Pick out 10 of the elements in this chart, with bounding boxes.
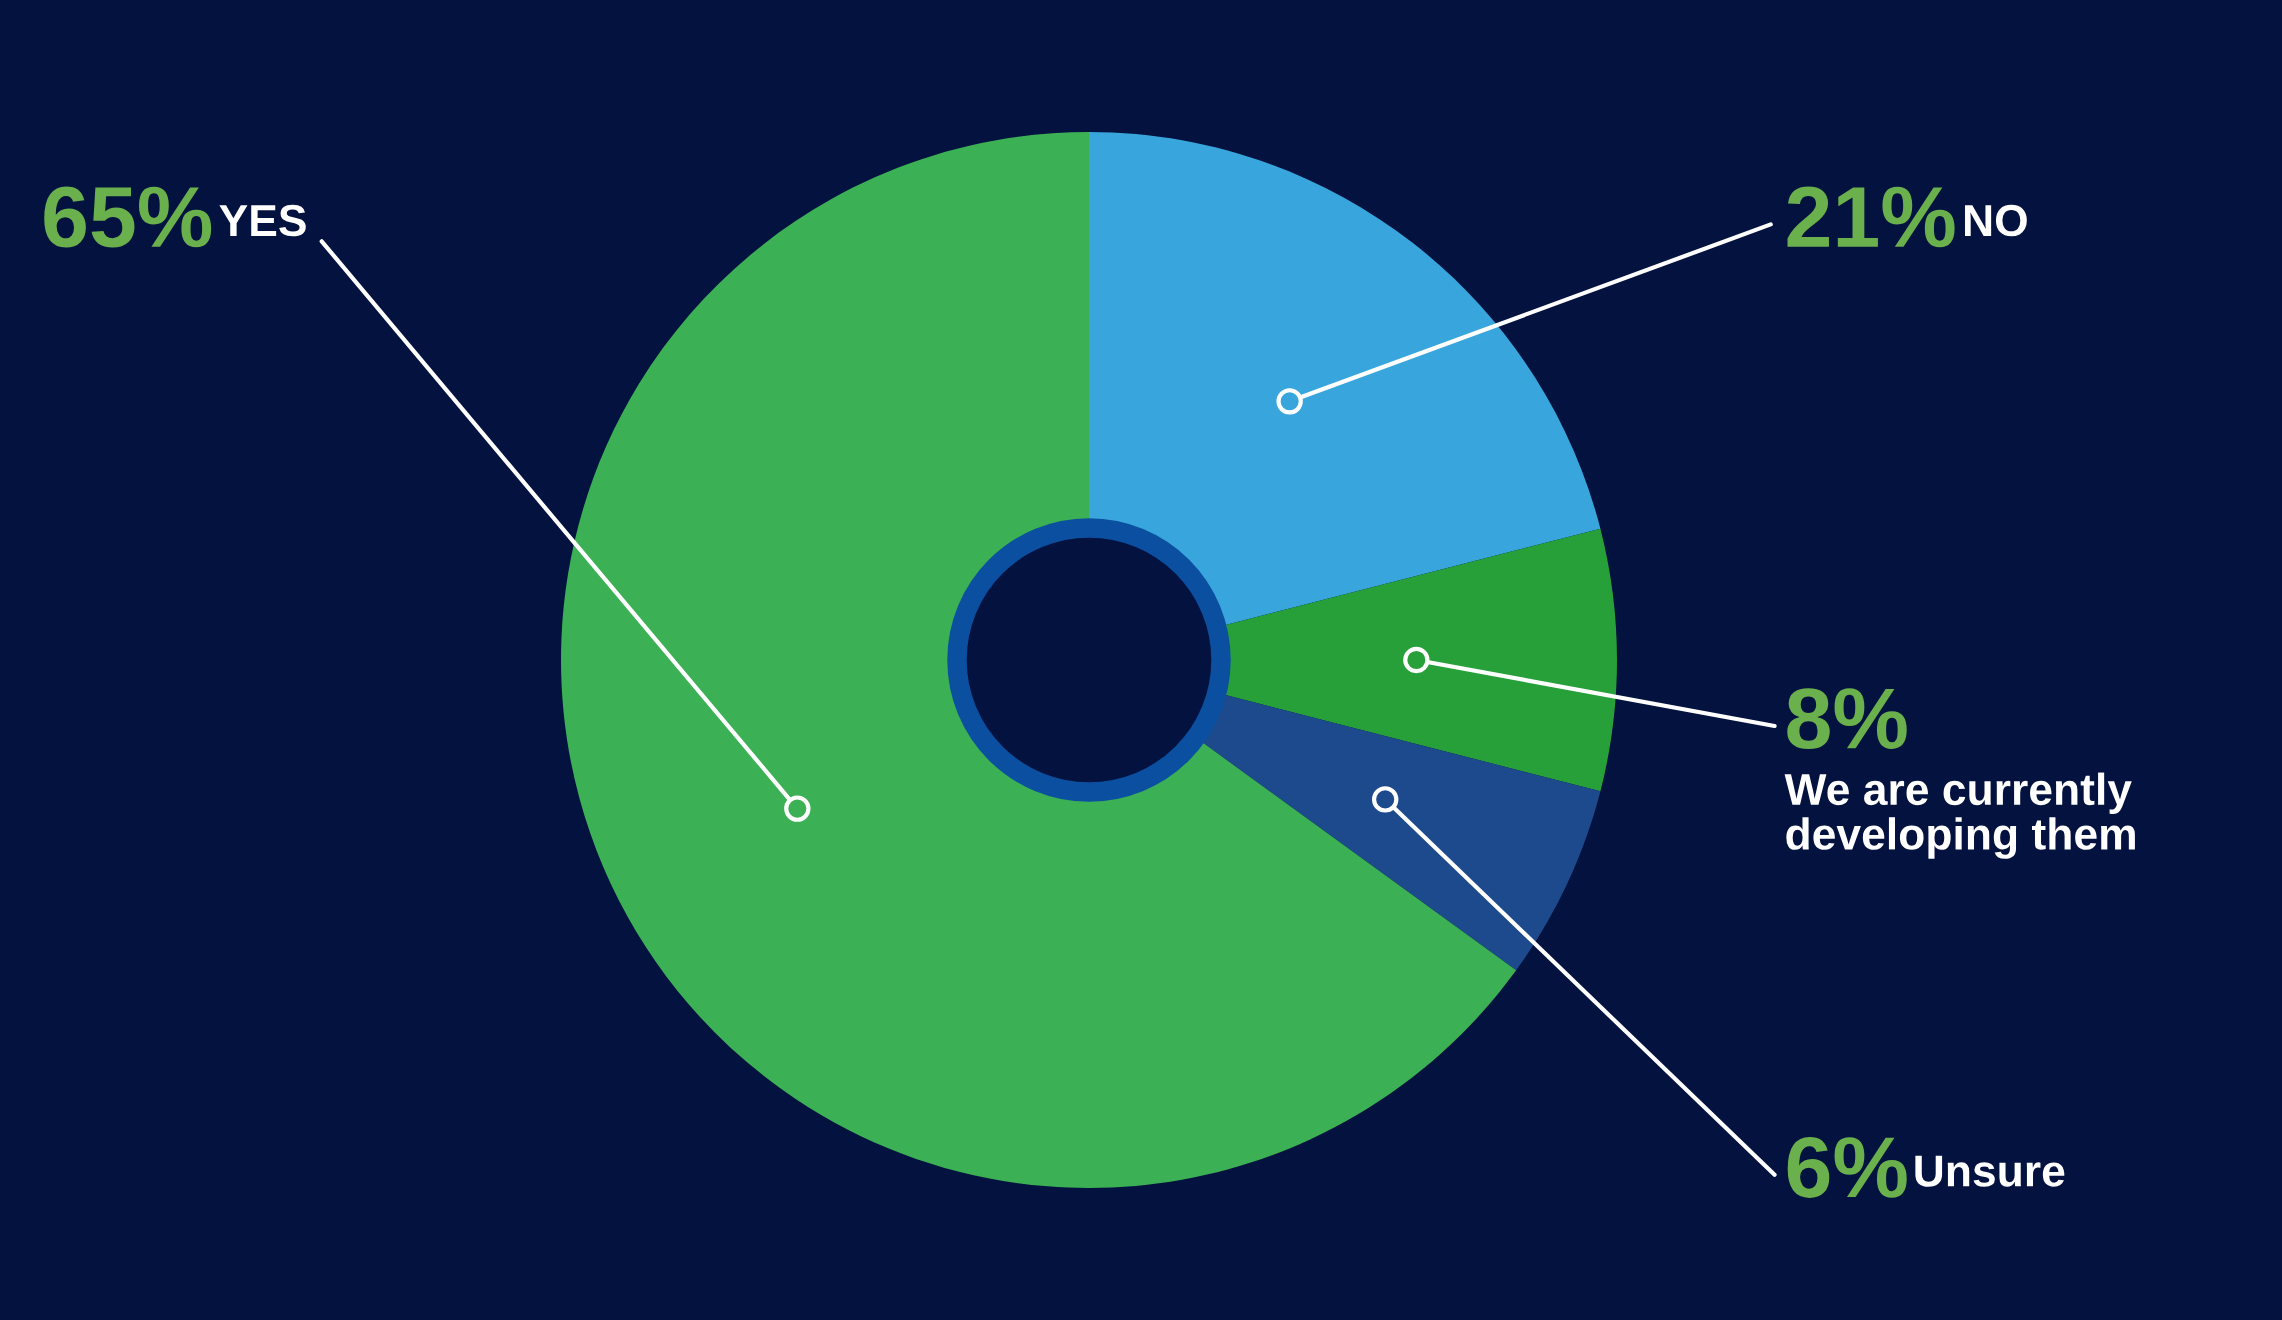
data-label: 21% [1787,186,1955,248]
slice-label: We are currently developing them [1784,772,2135,859]
donut-slice [1089,132,1601,628]
data-label: 65% [44,186,212,248]
slice-label: Unsure [1915,1155,2065,1187]
data-label: 8% [1787,688,1907,750]
data-label: 6% [1787,1136,1907,1198]
donut-slice [561,132,1517,1188]
slice-label: YES [219,204,306,237]
slice-label: NO [1965,204,2027,237]
